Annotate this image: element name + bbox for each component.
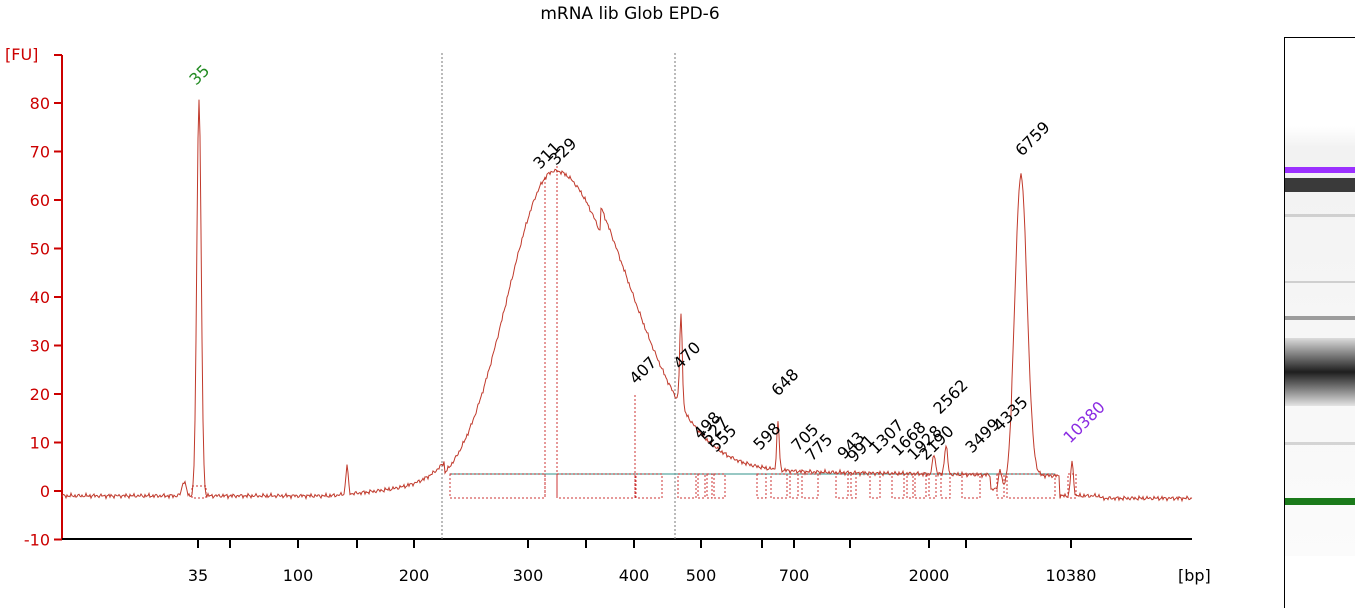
y-tick-label: 60 — [30, 191, 50, 210]
x-tick-label: 100 — [283, 566, 314, 585]
y-tick-label: 20 — [30, 385, 50, 404]
trace-group — [61, 99, 1193, 503]
peak-label: 10380 — [1059, 397, 1108, 446]
region-markers — [441, 53, 676, 539]
y-tick-label: -10 — [24, 531, 50, 550]
integration-box — [850, 473, 857, 499]
gel-band-faint-4 — [1285, 442, 1355, 445]
axes: -10 0 10 20 30 40 50 60 70 80 35 100 200 300 400 500 700… — [24, 54, 1192, 585]
x-tick-label: 10380 — [1046, 566, 1097, 585]
integration-box — [891, 473, 905, 499]
y-tick-label: 30 — [30, 337, 50, 356]
peak-label: 470 — [669, 338, 704, 373]
gel-lane-image — [1284, 37, 1355, 608]
trace-line — [61, 99, 1193, 503]
peak-label: 35 — [185, 61, 213, 89]
peak-label: 648 — [767, 365, 802, 400]
x-tick-label: 200 — [399, 566, 430, 585]
integration-box — [706, 473, 713, 499]
y-tick-label: 80 — [30, 94, 50, 113]
chart-title: mRNA lib Glob EPD-6 — [540, 4, 720, 24]
y-tick-label: 0 — [40, 482, 50, 501]
electropherogram-chart: -10 0 10 20 30 40 50 60 70 80 35 100 200 300 400 500 700… — [5, 45, 1211, 585]
integration-box — [697, 473, 706, 499]
integration-box — [869, 473, 881, 499]
integration-box — [191, 485, 207, 499]
integration-box — [556, 473, 636, 499]
gel-svg — [1285, 126, 1355, 556]
integration-box — [801, 473, 819, 499]
integration-box — [835, 473, 849, 499]
y-tick-label: 70 — [30, 143, 50, 162]
integration-box — [677, 473, 697, 499]
gel-band-high — [1285, 178, 1355, 192]
peak-label: 2562 — [929, 376, 971, 418]
integration-box — [449, 473, 546, 499]
integration-box — [940, 473, 951, 499]
gel-band-faint-3 — [1285, 316, 1355, 320]
integration-box — [770, 473, 788, 499]
gel-band-faint-1 — [1285, 214, 1355, 217]
x-tick-label: 700 — [779, 566, 810, 585]
gel-upper-marker — [1285, 167, 1355, 173]
x-tick-label: 2000 — [909, 566, 950, 585]
integration-box — [906, 473, 914, 499]
gel-lower-marker — [1285, 498, 1355, 505]
y-tick-label: 50 — [30, 240, 50, 259]
peak-label: 6759 — [1011, 118, 1053, 160]
integration-box — [914, 473, 927, 499]
peak-label: 407 — [625, 353, 660, 388]
baseline-fill — [191, 166, 1077, 499]
integration-box — [635, 473, 663, 499]
gel-band-broad — [1285, 338, 1355, 406]
gel-band-faint-2 — [1285, 281, 1355, 283]
integration-box — [713, 473, 726, 499]
x-tick-label: 400 — [619, 566, 650, 585]
integration-box — [756, 473, 767, 499]
integration-box — [1006, 473, 1056, 499]
y-axis-label: [FU] — [5, 45, 38, 64]
integration-box — [789, 473, 799, 499]
x-axis-label: [bp] — [1178, 566, 1211, 585]
integration-box — [928, 473, 937, 499]
y-tick-label: 10 — [30, 434, 50, 453]
integration-box — [961, 473, 981, 499]
x-tick-label: 300 — [513, 566, 544, 585]
integration-box — [1067, 473, 1077, 499]
y-tick-label: 40 — [30, 288, 50, 307]
x-tick-label: 500 — [686, 566, 717, 585]
x-tick-label: 35 — [188, 566, 208, 585]
